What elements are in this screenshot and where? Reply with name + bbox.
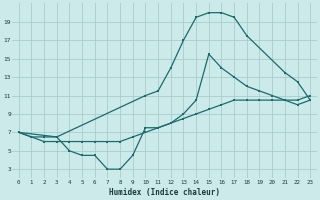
X-axis label: Humidex (Indice chaleur): Humidex (Indice chaleur) [109, 188, 220, 197]
